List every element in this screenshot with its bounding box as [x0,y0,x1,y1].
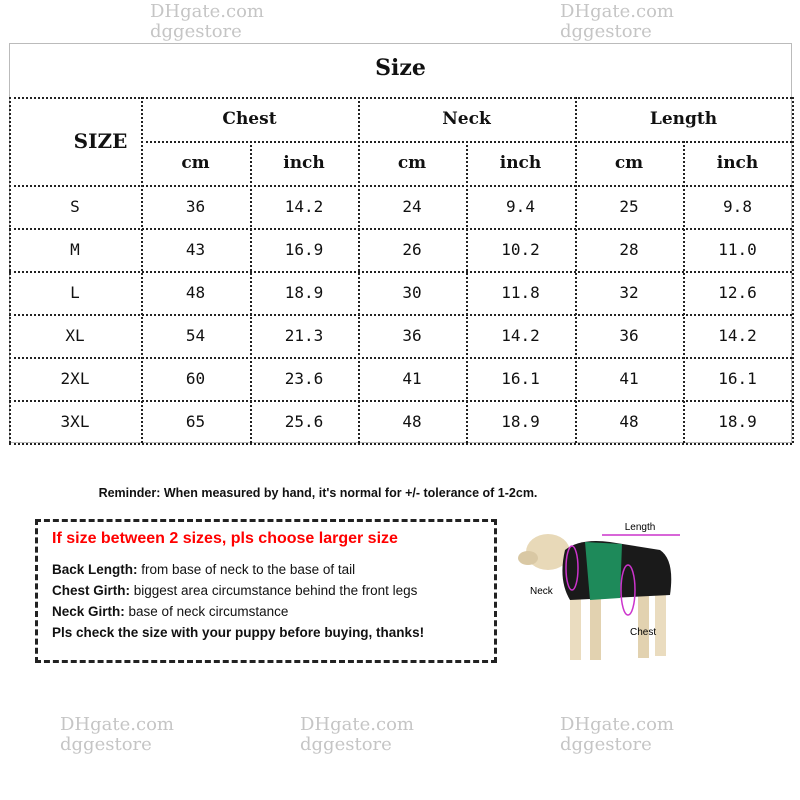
note-text: from base of neck to the base of tail [137,562,356,577]
size-cell: L [70,283,80,302]
measurement-cell: 48 [402,412,422,431]
measurement-cell: 32 [619,283,639,302]
neck-label: Neck [530,586,554,597]
closing-text: Pls check the size with your puppy befor… [52,625,425,640]
unit-header: inch [283,153,325,173]
reminder-text: Reminder: When measured by hand, it's no… [98,486,538,500]
watermark: DHgate.com dggestore [300,714,414,755]
grid-line [9,443,792,445]
chest-label: Chest [630,627,656,638]
measurement-cell: 14.2 [284,197,324,216]
unit-header: cm [397,153,427,173]
measurement-cell: 25 [619,197,639,216]
grid-line [250,141,252,443]
measurement-cell: 26 [402,240,422,259]
grid-line [9,357,792,359]
size-cell: XL [65,326,85,345]
measurement-cell: 25.6 [284,412,324,431]
grid-line [683,141,685,443]
size-cell: S [70,197,80,216]
grid-line [9,314,792,316]
size-cell: 2XL [60,369,90,388]
measurement-cell: 41 [402,369,422,388]
measurement-cell: 60 [185,369,206,388]
measurement-cell: 18.9 [718,412,757,431]
measurement-cell: 14.2 [501,326,540,345]
grid-line [9,97,792,99]
grid-line [9,271,792,273]
measurement-cell: 24 [402,197,422,216]
measurement-cell: 41 [619,369,639,388]
note-text: base of neck circumstance [124,604,289,619]
measurement-cell: 11.8 [501,283,540,302]
measurement-cell: 18.9 [284,283,324,302]
measurement-cell: 36 [402,326,422,345]
unit-header: cm [614,153,644,173]
measurement-cell: 9.8 [723,197,752,216]
measurement-cell: 14.2 [718,326,757,345]
grid-line [575,97,577,443]
grid-line [9,228,792,230]
measurement-cell: 54 [185,326,206,345]
column-group-header: Neck [442,109,491,129]
note-back-length: Back Length: from base of neck to the ba… [52,562,355,577]
measurement-cell: 36 [185,197,206,216]
unit-header: inch [716,153,759,173]
measurement-cell: 16.1 [718,369,757,388]
note-label: Back Length: [52,562,138,577]
measurement-cell: 30 [402,283,422,302]
measurement-cell: 16.1 [501,369,540,388]
note-label: Neck Girth: [52,604,125,619]
neck-marker [565,545,579,591]
note-chest-girth: Chest Girth: biggest area circumstance b… [52,583,417,598]
measurement-cell: 16.9 [284,240,324,259]
note-label: Chest Girth: [52,583,131,598]
measurement-cell: 18.9 [501,412,540,431]
watermark: DHgate.com dggestore [150,1,264,42]
chart-title: Size [375,55,426,81]
measurement-cell: 48 [619,412,639,431]
grid-line [358,97,360,443]
grid-line [792,97,794,443]
warning-text: If size between 2 sizes, pls choose larg… [52,530,398,547]
unit-header: cm [181,153,210,173]
measurement-cell: 10.2 [501,240,540,259]
measurement-cell: 12.6 [718,283,757,302]
measurement-notes: If size between 2 sizes, pls choose larg… [35,519,497,663]
column-group-header: Chest [222,109,277,129]
measurement-cell: 11.0 [718,240,757,259]
measurement-cell: 43 [185,240,206,259]
unit-header: inch [499,153,542,173]
grid-line [141,97,143,443]
dog-illustration [518,534,672,660]
note-text: biggest area circumstance behind the fro… [130,583,418,598]
dog-diagram: Length Neck Chest [518,522,680,660]
size-header: SIZE [73,129,128,153]
measurement-cell: 65 [185,412,206,431]
grid-line [9,185,792,187]
measurement-cell: 9.4 [506,197,535,216]
chest-marker [620,564,636,616]
length-label: Length [625,522,656,533]
grid-line [9,400,792,402]
grid-line [9,97,11,443]
note-neck-girth: Neck Girth: base of neck circumstance [52,604,288,619]
size-cell: M [70,240,80,259]
measurement-cell: 23.6 [284,369,324,388]
column-group-header: Length [649,109,718,129]
measurement-cell: 36 [619,326,639,345]
measurement-cell: 21.3 [284,326,324,345]
size-cell: 3XL [60,412,90,431]
grid-line [466,141,468,443]
measurement-cell: 48 [185,283,206,302]
watermark: DHgate.com dggestore [60,714,174,755]
measurement-cell: 28 [619,240,639,259]
watermark: DHgate.com dggestore [560,1,674,42]
watermark: DHgate.com dggestore [560,714,674,755]
